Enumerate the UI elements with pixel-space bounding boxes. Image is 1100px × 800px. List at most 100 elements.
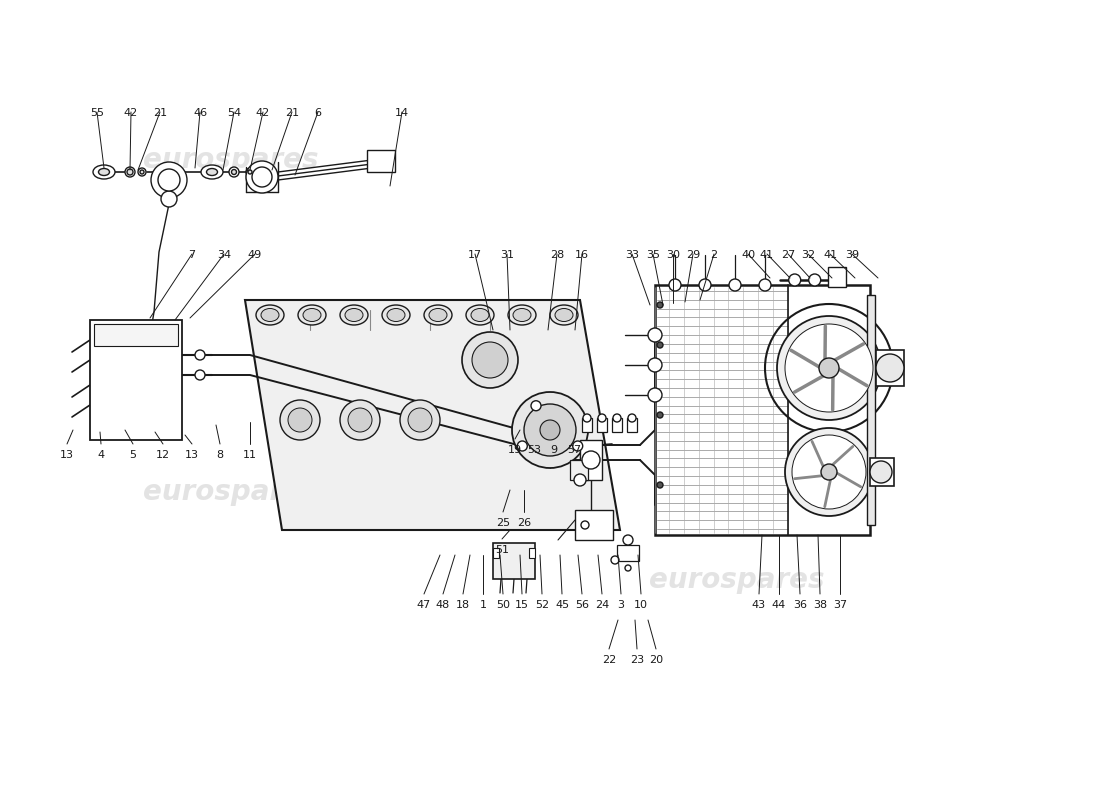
Circle shape: [151, 162, 187, 198]
Circle shape: [462, 332, 518, 388]
Text: 13: 13: [185, 450, 199, 460]
Circle shape: [573, 441, 583, 451]
Text: eurospares: eurospares: [649, 566, 825, 594]
Circle shape: [540, 420, 560, 440]
Ellipse shape: [207, 169, 218, 175]
Text: 39: 39: [845, 250, 859, 260]
Circle shape: [195, 350, 205, 360]
Text: 28: 28: [550, 250, 564, 260]
Text: 21: 21: [285, 108, 299, 118]
Circle shape: [657, 342, 663, 348]
Circle shape: [158, 169, 180, 191]
Ellipse shape: [345, 309, 363, 322]
Circle shape: [789, 274, 801, 286]
Circle shape: [613, 414, 621, 422]
Ellipse shape: [94, 165, 115, 179]
Text: 52: 52: [535, 600, 549, 610]
Ellipse shape: [126, 169, 133, 175]
Text: 24: 24: [595, 600, 609, 610]
Text: 50: 50: [496, 600, 510, 610]
Ellipse shape: [387, 309, 405, 322]
Circle shape: [657, 302, 663, 308]
Polygon shape: [245, 300, 620, 530]
Circle shape: [246, 161, 278, 193]
Circle shape: [628, 414, 636, 422]
Ellipse shape: [556, 309, 573, 322]
Text: 47: 47: [417, 600, 431, 610]
Text: 40: 40: [741, 250, 755, 260]
Text: 42: 42: [256, 108, 271, 118]
Text: 29: 29: [686, 250, 700, 260]
Text: 17: 17: [468, 250, 482, 260]
Text: 35: 35: [646, 250, 660, 260]
Text: 33: 33: [625, 250, 639, 260]
Text: 15: 15: [515, 600, 529, 610]
Text: 55: 55: [90, 108, 104, 118]
Circle shape: [785, 428, 873, 516]
Ellipse shape: [424, 305, 452, 325]
Text: 53: 53: [527, 445, 541, 455]
Circle shape: [792, 435, 866, 509]
Circle shape: [582, 451, 600, 469]
Bar: [367, 150, 395, 172]
Text: 14: 14: [395, 108, 409, 118]
Bar: [529, 548, 535, 558]
Ellipse shape: [466, 305, 494, 325]
Circle shape: [657, 412, 663, 418]
Bar: [90, 320, 182, 440]
Bar: [570, 460, 589, 480]
Bar: [493, 543, 535, 579]
Text: 22: 22: [602, 655, 616, 665]
Text: 41: 41: [823, 250, 837, 260]
Circle shape: [583, 414, 591, 422]
Text: 46: 46: [192, 108, 207, 118]
Bar: [582, 418, 592, 432]
Circle shape: [820, 358, 839, 378]
Bar: [867, 295, 875, 525]
Ellipse shape: [340, 305, 368, 325]
Circle shape: [408, 408, 432, 432]
Text: 51: 51: [495, 545, 509, 555]
Text: 41: 41: [760, 250, 774, 260]
Text: 20: 20: [649, 655, 663, 665]
Text: 43: 43: [752, 600, 766, 610]
Circle shape: [870, 461, 892, 483]
Ellipse shape: [99, 169, 110, 175]
Text: 18: 18: [455, 600, 470, 610]
Ellipse shape: [229, 167, 239, 177]
Circle shape: [472, 342, 508, 378]
Circle shape: [288, 408, 312, 432]
Circle shape: [400, 400, 440, 440]
Ellipse shape: [508, 305, 536, 325]
Text: 3: 3: [617, 600, 625, 610]
Ellipse shape: [382, 305, 410, 325]
Text: 16: 16: [575, 250, 589, 260]
Text: 13: 13: [60, 450, 74, 460]
Text: eurospares: eurospares: [143, 146, 319, 174]
Text: 7: 7: [188, 250, 196, 260]
Circle shape: [808, 274, 821, 286]
Bar: [870, 458, 894, 486]
Bar: [827, 267, 846, 287]
Text: 21: 21: [153, 108, 167, 118]
Circle shape: [648, 358, 662, 372]
Circle shape: [785, 324, 873, 412]
Circle shape: [252, 167, 272, 187]
Text: 32: 32: [801, 250, 815, 260]
Circle shape: [512, 392, 588, 468]
Circle shape: [648, 328, 662, 342]
Text: 2: 2: [711, 250, 717, 260]
Circle shape: [517, 441, 527, 451]
Text: 44: 44: [772, 600, 786, 610]
Circle shape: [669, 279, 681, 291]
Ellipse shape: [201, 165, 223, 179]
Ellipse shape: [231, 170, 236, 174]
Bar: [94, 324, 178, 346]
Ellipse shape: [248, 170, 252, 174]
Ellipse shape: [302, 309, 321, 322]
Text: 11: 11: [243, 450, 257, 460]
Bar: [493, 548, 499, 558]
Text: 8: 8: [217, 450, 223, 460]
Text: 26: 26: [517, 518, 531, 528]
Ellipse shape: [429, 309, 447, 322]
